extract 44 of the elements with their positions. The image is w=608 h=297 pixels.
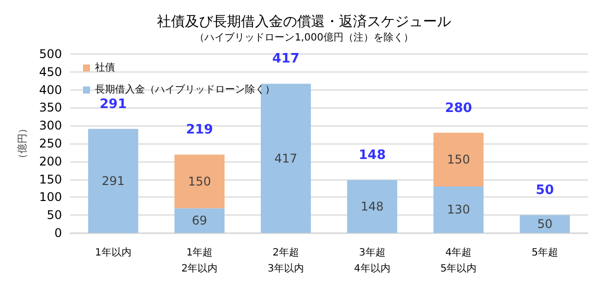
x-tick-label: 3年超 4年以内 [354, 246, 390, 274]
y-tick-label: 500 [39, 47, 62, 61]
y-tick-label: 400 [39, 82, 62, 97]
data-label: 150 [447, 152, 470, 167]
x-tick-label: 2年超 3年以内 [268, 246, 304, 274]
y-tick-label: 150 [39, 172, 62, 186]
data-label: 148 [360, 200, 384, 214]
bar [88, 128, 138, 233]
chart-title: 社債及び長期借入金の償還・返済スケジュール [157, 14, 451, 30]
data-label: 417 [274, 151, 298, 166]
total-label: 50 [536, 183, 554, 198]
y-tick-label: 300 [39, 118, 62, 133]
bar [433, 186, 484, 233]
data-label: 50 [537, 217, 552, 232]
x-tick-label: 4年超 5年以内 [440, 246, 477, 274]
total-label: 280 [444, 100, 472, 116]
y-tick-label: 350 [39, 100, 62, 115]
bar [433, 132, 484, 186]
total-label: 417 [272, 52, 300, 67]
bar [174, 208, 225, 233]
bar [174, 154, 225, 208]
chart-subtitle: （ハイブリッドローン1,000億円（注）を除く） [194, 32, 414, 44]
x-tick-label: 1年以内 [94, 246, 132, 258]
legend-label: 長期借入金（ハイブリッドローン除く） [95, 84, 275, 96]
y-tick-label: 50 [46, 208, 62, 222]
x-tick-label: 1年超 2年以内 [181, 246, 218, 274]
data-label: 291 [102, 174, 125, 188]
legend-label: 社債 [95, 62, 115, 74]
y-tick-label: 250 [39, 136, 62, 150]
total-label: 148 [358, 148, 386, 164]
y-tick-label: 100 [39, 190, 62, 204]
y-axis-title: （億円） [16, 124, 29, 164]
bar [520, 215, 570, 233]
x-tick-label: 5年超 [532, 246, 558, 258]
y-tick-label: 200 [39, 154, 62, 168]
bar [347, 180, 398, 233]
total-label: 219 [186, 122, 214, 138]
y-tick-label: 0 [54, 226, 62, 240]
bar [260, 84, 311, 233]
data-label: 69 [192, 214, 208, 228]
y-tick-label: 450 [39, 64, 62, 79]
total-label: 291 [100, 96, 127, 112]
data-label: 150 [188, 174, 211, 188]
data-label: 130 [447, 202, 470, 217]
